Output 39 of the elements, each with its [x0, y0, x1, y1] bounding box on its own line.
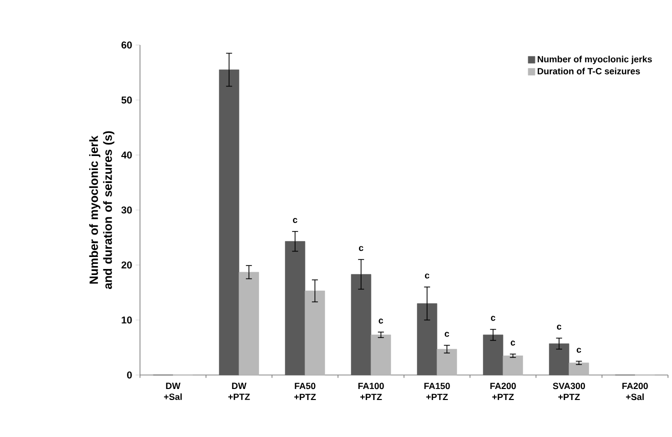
y-tick-label: 0 — [127, 371, 132, 379]
x-tick-label: DW +Sal — [164, 382, 182, 400]
bar — [304, 290, 325, 376]
x-tick-label: FA200 +Sal — [622, 382, 648, 400]
annotation: c — [378, 318, 384, 324]
bar — [436, 348, 457, 376]
bar — [482, 334, 504, 376]
bar — [548, 343, 570, 376]
bar — [238, 272, 259, 376]
x-tick-label: SVA300 +PTZ — [552, 382, 585, 400]
x-tick-label: FA100 +PTZ — [358, 382, 384, 400]
bar — [350, 274, 372, 376]
bar — [285, 241, 306, 376]
y-tick-label: 30 — [121, 206, 132, 214]
y-tick-label: 10 — [122, 316, 132, 324]
bar — [416, 303, 438, 376]
y-tick-label: 20 — [121, 261, 132, 269]
y-tick-label: 60 — [122, 41, 132, 49]
x-tick-label: FA200 +PTZ — [490, 382, 516, 400]
annotation: c — [556, 324, 562, 330]
y-axis-title: Number of myoclonic jerk and duration of seizures (s) — [89, 131, 114, 290]
legend-label: Number of myoclonic jerks — [538, 56, 652, 64]
bar — [219, 70, 240, 376]
annotation: c — [424, 274, 430, 279]
annotation: c — [358, 246, 364, 252]
annotation: c — [292, 218, 298, 223]
x-tick-label: FA50 +PTZ — [294, 382, 316, 400]
annotation: c — [510, 340, 516, 346]
y-tick-label: 50 — [121, 96, 132, 104]
annotation: c — [444, 332, 450, 337]
x-tick-label: DW +PTZ — [228, 382, 250, 400]
y-tick-label: 40 — [121, 151, 132, 159]
bar — [568, 362, 589, 376]
bar — [370, 334, 391, 376]
annotation: c — [576, 348, 582, 353]
legend-label: Duration of T-C seizures — [538, 68, 640, 74]
annotation: c — [490, 316, 496, 321]
x-tick-label: FA150 +PTZ — [424, 382, 450, 400]
bar — [502, 356, 523, 376]
